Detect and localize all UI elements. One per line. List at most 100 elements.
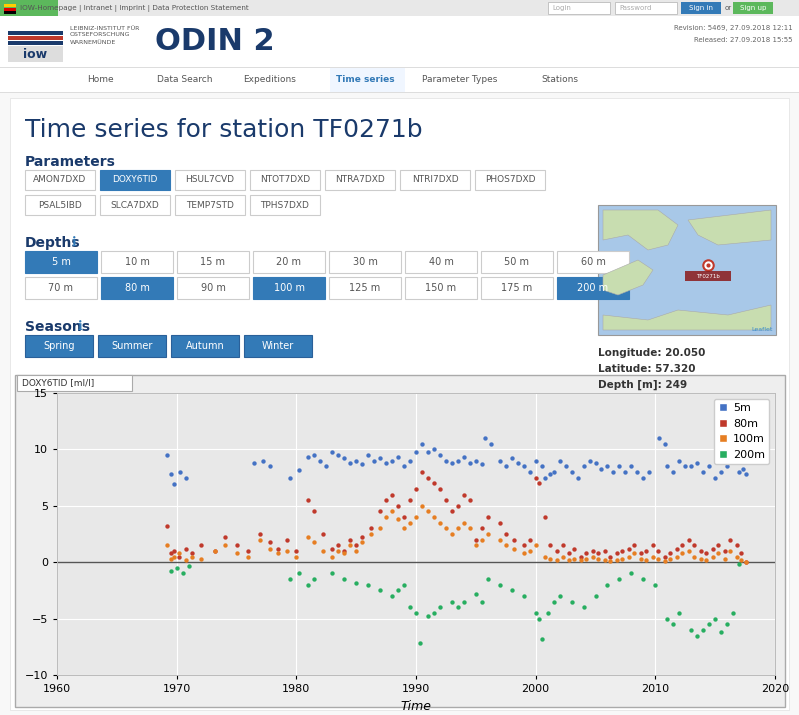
80m (610, 548, 623, 559)
80m (598, 546, 611, 557)
5m (595, 463, 608, 474)
100m (264, 543, 276, 554)
Text: Latitude: 57.320: Latitude: 57.320 (598, 364, 695, 374)
5m (740, 468, 753, 480)
200m (482, 573, 495, 585)
200m (721, 618, 733, 630)
5m (679, 460, 692, 472)
80m (380, 495, 392, 506)
Polygon shape (603, 210, 678, 250)
200m (547, 596, 560, 608)
200m (703, 618, 716, 630)
200m (422, 611, 435, 622)
80m (180, 543, 193, 554)
200m (667, 618, 680, 630)
Bar (175, 170, 245, 190)
5m (559, 460, 572, 472)
100m (439, 523, 452, 534)
100m (180, 554, 193, 566)
Text: Expeditions: Expeditions (244, 76, 296, 84)
200m (386, 591, 399, 602)
80m (446, 506, 459, 517)
80m (161, 521, 173, 532)
Text: Home: Home (86, 76, 113, 84)
5m (613, 460, 626, 472)
Bar (0, 0, 799, 16)
100m (567, 553, 580, 565)
100m (675, 548, 688, 559)
Legend: 5m, 80m, 100m, 200m: 5m, 80m, 100m, 200m (714, 398, 769, 464)
200m (374, 585, 387, 596)
5m (631, 466, 644, 478)
Text: WARNEMÜNDE: WARNEMÜNDE (70, 39, 116, 44)
100m (374, 523, 387, 534)
200m (685, 624, 698, 636)
Text: Winter: Winter (262, 341, 294, 351)
100m (392, 513, 404, 525)
100m (356, 536, 368, 548)
80m (392, 500, 404, 511)
80m (410, 483, 423, 495)
100m (493, 534, 506, 546)
5m (470, 455, 483, 466)
200m (413, 638, 426, 649)
Text: OSTSEFORSCHUNG: OSTSEFORSCHUNG (70, 32, 130, 37)
Text: 100 m: 100 m (273, 283, 304, 293)
80m (517, 540, 530, 551)
5m (386, 455, 399, 466)
80m (470, 534, 483, 546)
100m (302, 532, 315, 543)
80m (326, 543, 339, 554)
Text: 70 m: 70 m (49, 283, 74, 293)
Text: NTRA7DXD: NTRA7DXD (335, 175, 385, 184)
5m (703, 460, 716, 472)
200m (177, 568, 189, 579)
100m (475, 534, 488, 546)
Text: Data Search: Data Search (157, 76, 213, 84)
100m (451, 523, 464, 534)
80m (434, 483, 447, 495)
80m (639, 546, 652, 557)
Text: Time series for station TF0271b: Time series for station TF0271b (25, 118, 423, 142)
100m (694, 553, 707, 565)
5m (667, 466, 680, 478)
80m (557, 540, 570, 551)
80m (499, 528, 512, 540)
Text: NTRI7DXD: NTRI7DXD (411, 175, 459, 184)
100m (639, 554, 652, 566)
Text: Leaflet: Leaflet (752, 327, 773, 332)
200m (697, 624, 710, 636)
Text: 200 m: 200 m (578, 283, 609, 293)
5m (583, 455, 596, 466)
100m (458, 517, 471, 528)
5m (691, 457, 704, 468)
5m (697, 466, 710, 478)
Text: IOW-Homepage | Intranet | Imprint | Data Protection Statement: IOW-Homepage | Intranet | Imprint | Data… (20, 4, 248, 11)
80m (634, 548, 647, 559)
200m (458, 596, 471, 608)
Bar (15, 375, 785, 707)
Bar (0, 68, 799, 92)
100m (386, 506, 399, 517)
Bar (100, 195, 170, 215)
100m (579, 553, 592, 565)
200m (577, 601, 590, 613)
80m (533, 478, 546, 489)
100m (627, 548, 640, 559)
5m (565, 466, 578, 478)
200m (451, 601, 464, 613)
Text: 10 m: 10 m (125, 257, 149, 267)
100m (338, 548, 351, 559)
100m (242, 551, 255, 562)
80m (422, 472, 435, 483)
80m (209, 546, 221, 557)
80m (615, 546, 628, 557)
100m (186, 551, 199, 562)
200m (170, 562, 183, 573)
Bar (4, 7, 16, 11)
X-axis label: Time: Time (400, 699, 431, 713)
5m (479, 433, 492, 444)
5m (715, 466, 728, 478)
5m (161, 449, 173, 460)
80m (350, 540, 363, 551)
